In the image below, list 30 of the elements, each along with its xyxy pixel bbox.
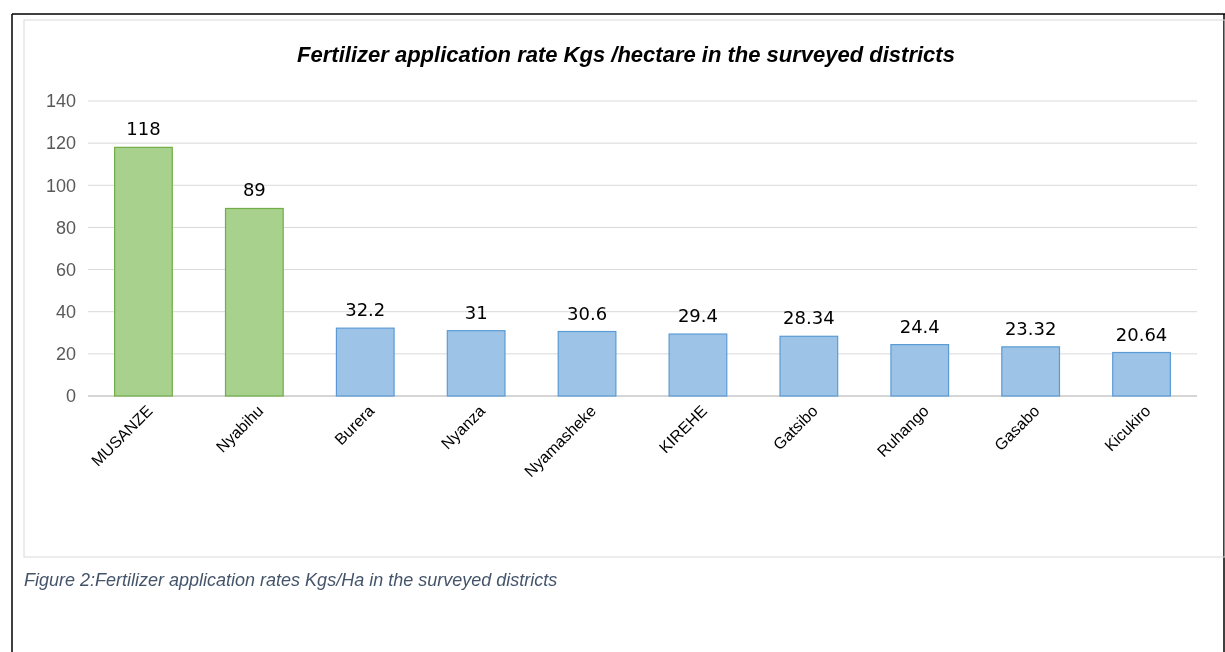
bar <box>1001 346 1061 397</box>
data-label: 32.2 <box>345 299 386 321</box>
data-label: 31 <box>464 301 488 323</box>
caption: Figure 2:Fertilizer application rates Kgs/Ha in the surveyed districts <box>24 570 558 590</box>
bar <box>224 207 284 397</box>
y-tick-label: 120 <box>45 133 76 154</box>
bar <box>1112 351 1171 397</box>
y-tick-label: 40 <box>55 302 76 323</box>
data-label: 29.4 <box>677 305 718 327</box>
bar <box>446 330 506 397</box>
data-label: 23.32 <box>1004 317 1057 339</box>
bar <box>779 335 839 397</box>
y-tick-label: 0 <box>65 386 76 407</box>
y-tick-label: 140 <box>45 91 76 112</box>
data-label: 24.4 <box>899 315 940 337</box>
data-label: 20.64 <box>1115 323 1168 345</box>
data-label: 28.34 <box>783 307 835 329</box>
data-label: 89 <box>242 179 266 201</box>
bar <box>890 343 950 397</box>
bar <box>114 146 173 397</box>
y-tick-label: 20 <box>55 344 76 365</box>
data-label: 30.6 <box>567 302 608 324</box>
bar <box>557 330 617 397</box>
y-tick-label: 80 <box>55 217 76 238</box>
bar <box>335 327 395 397</box>
data-label: 118 <box>126 118 161 140</box>
y-tick-label: 100 <box>45 175 76 196</box>
chart-title: Fertilizer application rate Kgs /hectare in the surveyed districts <box>297 42 955 67</box>
y-tick-label: 60 <box>55 259 76 280</box>
bar <box>668 333 728 397</box>
